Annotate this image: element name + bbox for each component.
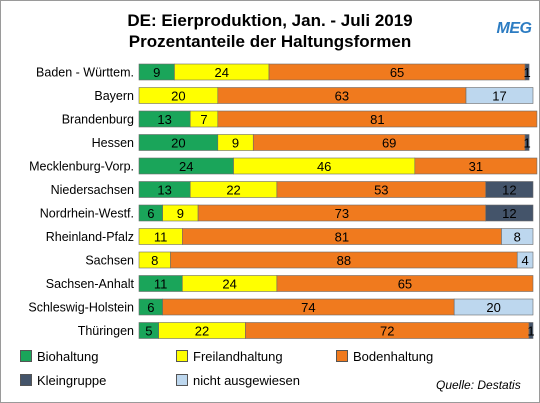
bar-segment bbox=[485, 204, 534, 222]
data-label: 63 bbox=[335, 89, 349, 104]
data-label: 1 bbox=[527, 324, 534, 339]
data-label: 4 bbox=[522, 253, 529, 268]
logo-text: MEG bbox=[496, 20, 532, 37]
data-label: 9 bbox=[153, 65, 160, 80]
data-label: 53 bbox=[374, 183, 388, 198]
legend-swatch bbox=[336, 350, 348, 362]
legend-label: Biohaltung bbox=[37, 348, 99, 364]
data-label: 69 bbox=[382, 136, 396, 151]
data-label: 65 bbox=[398, 277, 412, 292]
legend-swatch bbox=[20, 374, 32, 386]
category-label: Thüringen bbox=[78, 324, 134, 338]
data-label: 12 bbox=[502, 183, 516, 198]
bar-segment bbox=[453, 298, 534, 316]
category-label: Sachsen bbox=[85, 254, 134, 268]
data-label: 9 bbox=[177, 206, 184, 221]
bar-segment bbox=[485, 181, 534, 198]
legend-swatch bbox=[176, 374, 188, 386]
data-label: 17 bbox=[492, 89, 506, 104]
data-label: 65 bbox=[390, 65, 404, 80]
data-label: 73 bbox=[335, 206, 349, 221]
legend-item: Kleingruppe bbox=[20, 372, 106, 388]
data-label: 72 bbox=[380, 324, 394, 339]
data-label: 6 bbox=[147, 300, 154, 315]
data-label: 13 bbox=[157, 112, 171, 127]
bar-segment bbox=[528, 322, 534, 339]
legend-swatch bbox=[176, 350, 188, 362]
data-label: 11 bbox=[154, 277, 168, 292]
bar-segment bbox=[524, 63, 530, 81]
data-label: 24 bbox=[222, 277, 236, 292]
category-label: Brandenburg bbox=[62, 113, 134, 127]
data-label: 20 bbox=[171, 89, 185, 104]
data-label: 1 bbox=[523, 65, 530, 80]
category-label: Rheinland-Pfalz bbox=[46, 230, 134, 244]
category-label: Mecklenburg-Vorp. bbox=[29, 160, 134, 174]
category-label: Nordrhein-Westf. bbox=[40, 207, 134, 221]
legend-label: Kleingruppe bbox=[37, 372, 107, 388]
bar-segment bbox=[501, 228, 534, 245]
chart-subtitle: Prozentanteile der Haltungsformen bbox=[128, 32, 412, 51]
data-label: 20 bbox=[171, 136, 185, 151]
category-label: Hessen bbox=[92, 136, 134, 150]
data-label: 5 bbox=[145, 324, 152, 339]
legend-swatch bbox=[20, 350, 32, 362]
bar-segment bbox=[524, 134, 530, 151]
data-label: 22 bbox=[226, 183, 240, 198]
bar-segment bbox=[516, 251, 534, 269]
data-label: 22 bbox=[195, 324, 209, 339]
data-label: 8 bbox=[151, 253, 158, 268]
category-labels: Baden - Württem. Bayern Brandenburg Hessen M… bbox=[28, 66, 134, 339]
legend-label: Freilandhaltung bbox=[193, 348, 283, 364]
bar-segment bbox=[414, 157, 538, 175]
data-label: 8 bbox=[514, 230, 521, 245]
data-label: 74 bbox=[301, 300, 315, 315]
data-label: 81 bbox=[370, 112, 384, 127]
data-label: 81 bbox=[335, 230, 349, 245]
bar-segment bbox=[465, 87, 534, 104]
bar-segment bbox=[276, 275, 534, 292]
data-label: 1 bbox=[523, 136, 530, 151]
legend-label: Bodenhaltung bbox=[353, 348, 434, 364]
legend-item: nicht ausgewiesen bbox=[176, 372, 300, 388]
data-label: 7 bbox=[200, 112, 207, 127]
data-label: 24 bbox=[179, 159, 193, 174]
category-label: Baden - Württem. bbox=[36, 66, 134, 80]
category-label: Bayern bbox=[94, 89, 134, 103]
data-label: 6 bbox=[147, 206, 154, 221]
source-note: Quelle: Destatis bbox=[436, 378, 521, 392]
chart-title: DE: Eierproduktion, Jan. - Juli 2019 bbox=[127, 11, 413, 30]
category-label: Sachsen-Anhalt bbox=[46, 277, 135, 291]
legend-item: Freilandhaltung bbox=[176, 348, 283, 364]
meg-logo: MEG bbox=[494, 12, 534, 42]
legend-item: Bodenhaltung bbox=[336, 348, 433, 364]
data-label: 13 bbox=[157, 183, 171, 198]
data-label: 31 bbox=[469, 159, 483, 174]
data-label: 24 bbox=[215, 65, 229, 80]
bar-segment bbox=[217, 110, 538, 128]
data-label: 12 bbox=[502, 206, 516, 221]
data-label: 9 bbox=[232, 136, 239, 151]
legend-label: nicht ausgewiesen bbox=[193, 372, 300, 388]
data-label: 46 bbox=[317, 159, 331, 174]
data-label: 88 bbox=[337, 253, 351, 268]
data-label: 20 bbox=[486, 300, 500, 315]
category-label: Schleswig-Holstein bbox=[28, 301, 134, 315]
legend-item: Biohaltung bbox=[20, 348, 98, 364]
data-label: 11 bbox=[154, 230, 168, 245]
category-label: Niedersachsen bbox=[51, 183, 134, 197]
